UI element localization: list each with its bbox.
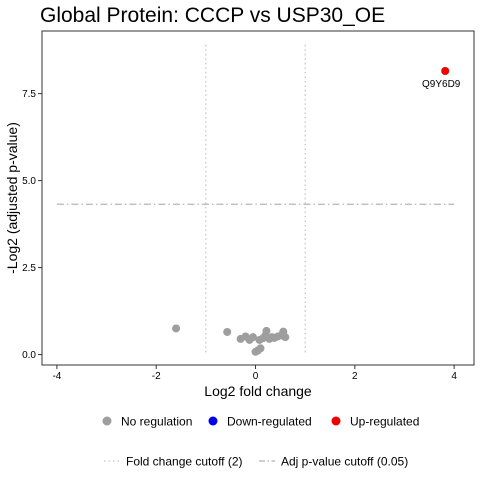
y-tick-label: 2.5 — [22, 263, 36, 274]
data-points — [172, 67, 450, 356]
plot-panel-border — [41, 30, 475, 366]
legend-key-dot — [102, 416, 112, 426]
data-point — [249, 333, 258, 342]
legend-key-dot — [208, 416, 218, 426]
x-axis-ticks: -4 -2 0 2 4 — [52, 365, 457, 382]
data-point — [256, 344, 265, 353]
x-axis-title: Log2 fold change — [204, 383, 312, 399]
legend-key-dot — [331, 416, 341, 426]
legend: No regulation Down-regulated Up-regulated F… — [102, 415, 419, 469]
x-tick-label: -2 — [152, 371, 161, 382]
x-tick-label: 4 — [451, 371, 457, 382]
data-point — [262, 326, 271, 335]
chart-title: Global Protein: CCCP vs USP30_OE — [40, 4, 385, 27]
data-point — [172, 324, 181, 333]
legend-item-label: Down-regulated — [227, 415, 312, 429]
fold-change-cutoff-lines — [205, 44, 306, 355]
data-point — [441, 67, 450, 76]
data-point — [281, 333, 290, 342]
legend-item-label: Fold change cutoff (2) — [126, 455, 243, 469]
y-axis-ticks: 0.0 2.5 5.0 7.5 — [22, 89, 42, 361]
y-tick-label: 0.0 — [22, 350, 36, 361]
x-tick-label: -4 — [52, 371, 61, 382]
legend-item-label: Up-regulated — [350, 415, 419, 429]
point-labels: Q9Y6D9 — [422, 79, 461, 90]
x-tick-label: 0 — [253, 371, 259, 382]
legend-item-label: Adj p-value cutoff (0.05) — [281, 455, 408, 469]
y-tick-label: 7.5 — [22, 89, 36, 100]
x-tick-label: 2 — [352, 371, 358, 382]
point-label: Q9Y6D9 — [422, 79, 461, 90]
data-point — [223, 327, 232, 336]
y-axis-title: -Log2 (adjusted p-value) — [4, 122, 20, 274]
legend-item-label: No regulation — [121, 415, 192, 429]
y-tick-label: 5.0 — [22, 176, 36, 187]
